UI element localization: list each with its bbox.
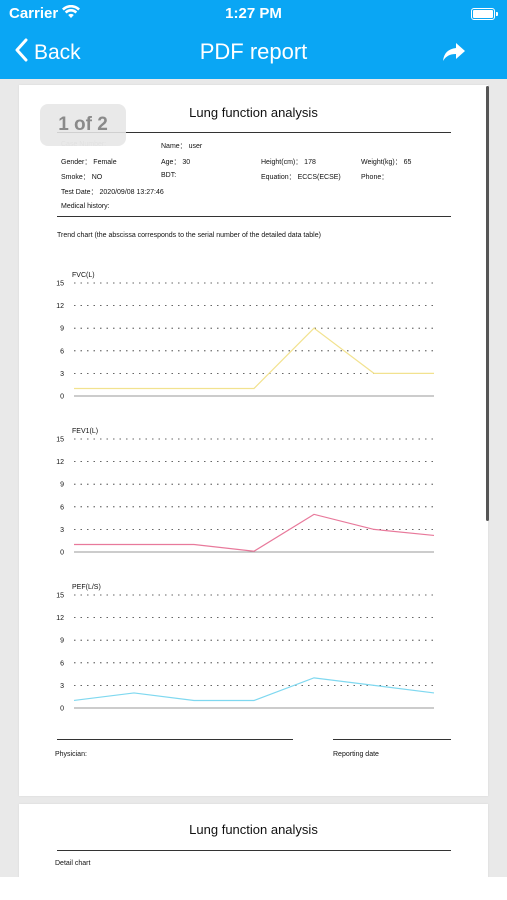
- title-divider: [57, 132, 451, 133]
- y-tick-label: 12: [56, 303, 64, 310]
- info-divider: [57, 216, 451, 217]
- pef-chart: PEF(L/S)03691215137: [19, 565, 488, 715]
- weight-field: Weight(kg)： 65: [361, 159, 412, 166]
- y-tick-label: 15: [56, 437, 64, 444]
- nav-bar: Back PDF report: [0, 30, 507, 79]
- trend-caption: Trend chart (the abscissa corresponds to…: [57, 232, 321, 239]
- y-tick-label: 0: [60, 394, 64, 401]
- y-tick-label: 15: [56, 281, 64, 288]
- physician-label: Physician:: [55, 751, 87, 758]
- carrier-label: Carrier: [9, 5, 59, 22]
- physician-signature-line: [57, 739, 293, 740]
- y-tick-label: 3: [60, 527, 64, 534]
- back-button[interactable]: Back: [14, 38, 81, 67]
- medical-history-field: Medical history:: [61, 203, 110, 210]
- share-icon: [441, 43, 467, 67]
- y-tick-label: 0: [60, 550, 64, 557]
- smoke-field: Smoke： NO: [61, 174, 103, 181]
- bdt-field: BDT:: [161, 172, 177, 179]
- series-line: [73, 677, 435, 702]
- y-tick-label: 9: [60, 638, 64, 645]
- gender-field: Gender： Female: [61, 159, 117, 166]
- clock: 1:27 PM: [225, 5, 282, 22]
- bottom-area: [0, 877, 507, 900]
- fev1-chart: FEV1(L)03691215137: [19, 409, 488, 559]
- name-field: Name： user: [161, 143, 203, 150]
- y-tick-label: 15: [56, 593, 64, 600]
- page2-divider: [57, 850, 451, 851]
- y-tick-label: 0: [60, 706, 64, 713]
- age-field: Age： 30: [161, 159, 191, 166]
- battery-icon: [471, 8, 498, 20]
- height-field: Height(cm)： 178: [261, 159, 316, 166]
- series-line: [74, 327, 434, 390]
- detail-chart-label: Detail chart: [55, 860, 91, 867]
- series-line: [74, 513, 435, 552]
- page-indicator: 1 of 2: [40, 104, 126, 146]
- page2-title: Lung function analysis: [189, 822, 318, 837]
- y-tick-label: 9: [60, 326, 64, 333]
- scrollbar[interactable]: [486, 86, 489, 521]
- report-title: Lung function analysis: [189, 105, 318, 120]
- reporting-date-line: [333, 739, 451, 740]
- top-bar: Carrier 1:27 PM Back PDF report: [0, 0, 507, 79]
- chart-title: FEV1(L): [72, 428, 98, 435]
- y-tick-label: 3: [60, 371, 64, 378]
- wifi-icon: [62, 4, 80, 24]
- chevron-left-icon: [14, 38, 28, 67]
- page-title: PDF report: [199, 39, 308, 64]
- pdf-viewer[interactable]: Lung function analysis Case Number: Name…: [0, 79, 507, 877]
- status-bar: Carrier 1:27 PM: [0, 0, 507, 30]
- chart-title: FVC(L): [72, 272, 95, 279]
- pdf-page-2: Lung function analysis Detail chart: [19, 804, 488, 877]
- equation-field: Equation： ECCS(ECSE): [261, 174, 341, 181]
- pdf-page-1: Lung function analysis Case Number: Name…: [19, 85, 488, 796]
- phone-field: Phone：: [361, 174, 389, 181]
- reporting-date-label: Reporting date: [333, 751, 379, 758]
- share-button[interactable]: [441, 41, 467, 68]
- y-tick-label: 9: [60, 482, 64, 489]
- y-tick-label: 12: [56, 459, 64, 466]
- chart-title: PEF(L/S): [72, 584, 101, 591]
- test-date-field: Test Date： 2020/09/08 13:27:46: [61, 189, 164, 196]
- back-label: Back: [34, 40, 81, 64]
- y-tick-label: 6: [60, 348, 64, 355]
- fvc-chart: FVC(L)03691215137: [19, 253, 488, 403]
- y-tick-label: 3: [60, 683, 64, 690]
- y-tick-label: 12: [56, 615, 64, 622]
- y-tick-label: 6: [60, 660, 64, 667]
- y-tick-label: 6: [60, 504, 64, 511]
